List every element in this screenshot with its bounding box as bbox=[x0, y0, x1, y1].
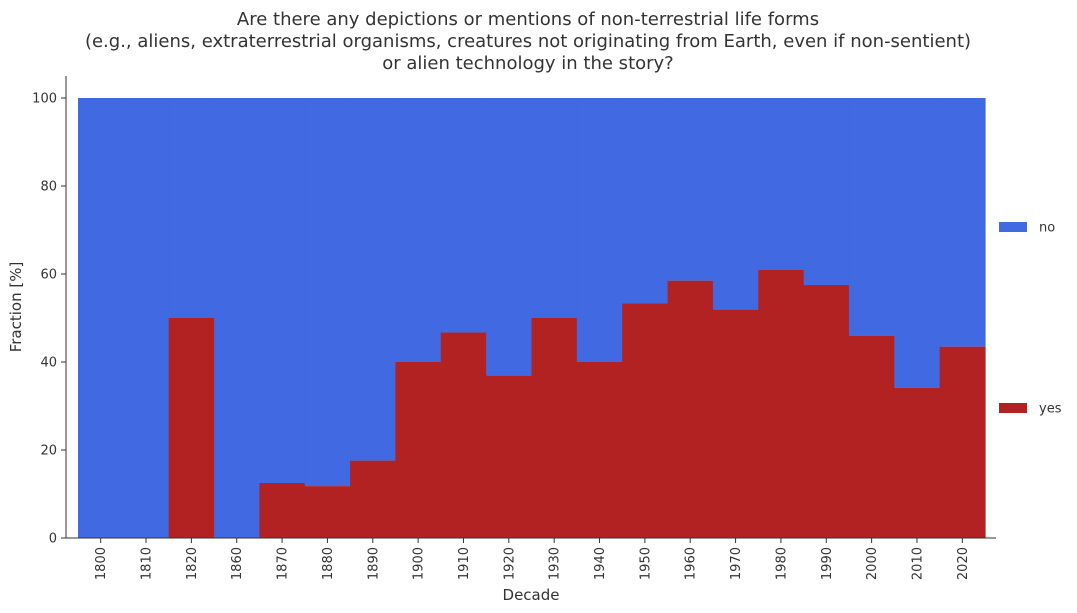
bar-no-1970 bbox=[712, 98, 759, 310]
bar-no-1930 bbox=[531, 98, 578, 318]
x-tick-label: 1920 bbox=[502, 547, 517, 580]
x-tick-label: 1930 bbox=[548, 547, 563, 580]
x-tick-label: 1950 bbox=[638, 547, 653, 580]
bar-no-1910 bbox=[440, 98, 487, 333]
bar-no-1940 bbox=[576, 98, 623, 362]
bar-yes-1920 bbox=[486, 375, 533, 538]
bar-yes-2010 bbox=[894, 387, 941, 538]
bar-yes-1930 bbox=[531, 318, 578, 538]
x-tick-label: 1910 bbox=[457, 547, 472, 580]
x-tick-label: 1820 bbox=[185, 547, 200, 580]
bar-no-2010 bbox=[894, 98, 941, 388]
bar-no-2020 bbox=[939, 98, 986, 347]
x-tick-label: 1890 bbox=[366, 547, 381, 580]
bar-yes-1950 bbox=[622, 303, 669, 538]
y-tick-label: 40 bbox=[40, 356, 57, 371]
bar-no-2000 bbox=[848, 98, 895, 336]
bar-yes-2020 bbox=[939, 346, 986, 538]
bar-no-1900 bbox=[395, 98, 442, 362]
bar-no-1960 bbox=[667, 98, 714, 281]
bar-yes-1960 bbox=[667, 280, 714, 538]
bar-no-1860 bbox=[214, 98, 260, 538]
chart-title: Are there any depictions or mentions of … bbox=[85, 9, 971, 74]
x-tick-label: 2020 bbox=[956, 547, 971, 580]
legend-label-no: no bbox=[1039, 221, 1055, 236]
bar-yes-1940 bbox=[576, 362, 623, 538]
y-tick-label: 80 bbox=[40, 180, 57, 195]
bar-no-1800 bbox=[78, 98, 124, 538]
bar-no-1810 bbox=[123, 98, 170, 538]
bar-no-1990 bbox=[803, 98, 850, 285]
x-tick-label: 1990 bbox=[820, 547, 835, 580]
legend-swatch-no bbox=[999, 222, 1027, 232]
x-tick-label: 1870 bbox=[276, 547, 291, 580]
bar-yes-1970 bbox=[712, 309, 759, 538]
chart-title-line-1: Are there any depictions or mentions of … bbox=[237, 9, 819, 30]
bar-yes-1870 bbox=[259, 483, 306, 538]
bar-no-1890 bbox=[350, 98, 397, 461]
x-tick-label: 1810 bbox=[140, 547, 155, 580]
x-tick-label: 1960 bbox=[684, 547, 699, 580]
bar-no-1880 bbox=[304, 98, 351, 487]
bar-yes-2000 bbox=[848, 335, 895, 538]
x-tick-label: 1800 bbox=[94, 547, 109, 580]
bar-no-1870 bbox=[259, 98, 306, 483]
bar-no-1950 bbox=[622, 98, 669, 304]
bar-yes-1880 bbox=[304, 486, 351, 538]
y-axis-label: Fraction [%] bbox=[7, 262, 25, 353]
legend-label-yes: yes bbox=[1039, 402, 1062, 417]
x-axis-label: Decade bbox=[503, 586, 560, 604]
bar-yes-1900 bbox=[395, 362, 442, 538]
x-tick-label: 2000 bbox=[865, 547, 880, 580]
legend: no yes bbox=[999, 221, 1062, 417]
bar-yes-1890 bbox=[350, 460, 397, 538]
bar-yes-1990 bbox=[803, 285, 850, 538]
x-tick-label: 1970 bbox=[729, 547, 744, 580]
axes-layer: 0 20 40 60 80 100 1800 1810 1820 1860 1870 1880 1890… bbox=[32, 76, 996, 580]
bar-yes-1910 bbox=[440, 332, 487, 538]
x-tick-label: 1980 bbox=[774, 547, 789, 580]
y-tick-label: 0 bbox=[49, 532, 57, 547]
chart-title-line-3: or alien technology in the story? bbox=[382, 53, 674, 74]
y-tick-label: 100 bbox=[32, 92, 57, 107]
legend-swatch-yes bbox=[999, 403, 1027, 413]
x-tick-label: 1940 bbox=[593, 547, 608, 580]
bar-no-1820 bbox=[168, 98, 215, 318]
y-tick-label: 20 bbox=[40, 444, 57, 459]
bars-layer bbox=[78, 98, 986, 538]
bar-yes-1820 bbox=[168, 318, 215, 538]
x-tick-label: 1860 bbox=[230, 547, 245, 580]
y-tick-label: 60 bbox=[40, 268, 57, 283]
chart-title-line-2: (e.g., aliens, extraterrestrial organism… bbox=[85, 31, 971, 52]
x-tick-label: 2010 bbox=[910, 547, 925, 580]
bar-yes-1980 bbox=[758, 269, 805, 538]
x-tick-label: 1900 bbox=[412, 547, 427, 580]
x-tick-label: 1880 bbox=[321, 547, 336, 580]
bar-no-1980 bbox=[758, 98, 805, 270]
bar-no-1920 bbox=[486, 98, 533, 376]
